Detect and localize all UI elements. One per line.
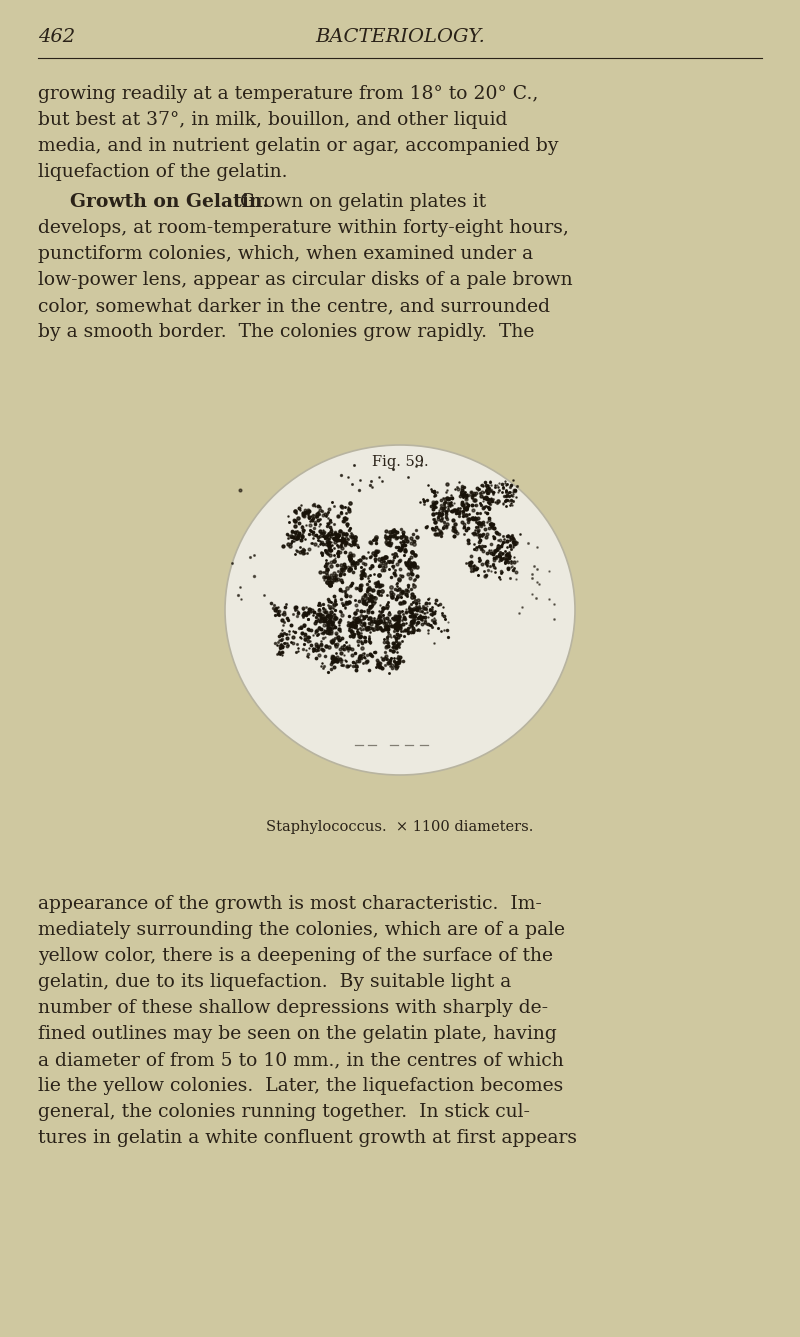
Text: by a smooth border.  The colonies grow rapidly.  The: by a smooth border. The colonies grow ra… [38,324,534,341]
Text: low-power lens, appear as circular disks of a pale brown: low-power lens, appear as circular disks… [38,271,573,289]
Ellipse shape [225,445,575,775]
Text: appearance of the growth is most characteristic.  Im-: appearance of the growth is most charact… [38,894,542,913]
Text: media, and in nutrient gelatin or agar, accompanied by: media, and in nutrient gelatin or agar, … [38,136,558,155]
Text: Staphylococcus.  × 1100 diameters.: Staphylococcus. × 1100 diameters. [266,820,534,834]
Text: BACTERIOLOGY.: BACTERIOLOGY. [315,28,485,45]
Text: Grown on gelatin plates it: Grown on gelatin plates it [228,193,486,211]
Text: number of these shallow depressions with sharply de-: number of these shallow depressions with… [38,999,548,1017]
Text: gelatin, due to its liquefaction.  By suitable light a: gelatin, due to its liquefaction. By sui… [38,973,511,991]
Text: tures in gelatin a white confluent growth at first appears: tures in gelatin a white confluent growt… [38,1128,577,1147]
Text: punctiform colonies, which, when examined under a: punctiform colonies, which, when examine… [38,245,533,263]
Text: Fig. 59.: Fig. 59. [372,455,428,469]
Text: yellow color, there is a deepening of the surface of the: yellow color, there is a deepening of th… [38,947,553,965]
Text: general, the colonies running together.  In stick cul-: general, the colonies running together. … [38,1103,530,1120]
Text: Growth on Gelatin.: Growth on Gelatin. [70,193,269,211]
Text: develops, at room-temperature within forty-eight hours,: develops, at room-temperature within for… [38,219,569,237]
Text: a diameter of from 5 to 10 mm., in the centres of which: a diameter of from 5 to 10 mm., in the c… [38,1051,564,1070]
Text: 462: 462 [38,28,75,45]
Text: but best at 37°, in milk, bouillon, and other liquid: but best at 37°, in milk, bouillon, and … [38,111,507,128]
Text: lie the yellow colonies.  Later, the liquefaction becomes: lie the yellow colonies. Later, the liqu… [38,1078,563,1095]
Text: fined outlines may be seen on the gelatin plate, having: fined outlines may be seen on the gelati… [38,1025,557,1043]
Text: mediately surrounding the colonies, which are of a pale: mediately surrounding the colonies, whic… [38,921,565,939]
Text: growing readily at a temperature from 18° to 20° C.,: growing readily at a temperature from 18… [38,86,538,103]
Text: color, somewhat darker in the centre, and surrounded: color, somewhat darker in the centre, an… [38,297,550,316]
Text: liquefaction of the gelatin.: liquefaction of the gelatin. [38,163,287,180]
